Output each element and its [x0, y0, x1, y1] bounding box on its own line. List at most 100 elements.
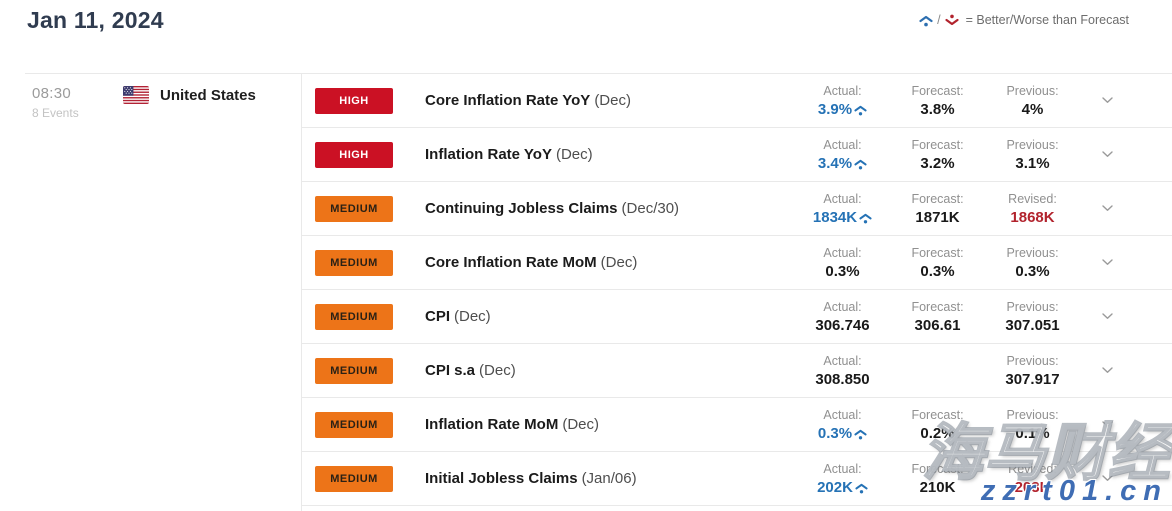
actual-value: 3.9%	[795, 101, 890, 118]
session-header: 08:30 8 Events	[25, 74, 302, 511]
forecast-label: Forecast:	[911, 83, 964, 98]
expand-row-button[interactable]	[1080, 259, 1172, 266]
forecast-cell: Forecast: 306.61	[890, 300, 985, 334]
event-title: CPI (Dec)	[425, 308, 491, 325]
actual-cell: Actual: 308.850	[795, 354, 890, 388]
expand-row-button[interactable]	[1080, 205, 1172, 212]
previous-value: 0.1%	[1015, 424, 1050, 442]
better-than-forecast-icon	[919, 15, 933, 26]
event-row-core-inflation-rate-yoy[interactable]: HIGH Core Inflation Rate YoY (Dec) Actual…	[302, 74, 1172, 128]
impact-badge: MEDIUM	[315, 465, 393, 492]
event-period: (Dec)	[454, 308, 491, 325]
economic-calendar: 08:30 8 Events	[25, 73, 1172, 511]
worse-than-forecast-icon	[945, 14, 959, 25]
event-values: Actual: 202K Forecast: 210K Revised: 203…	[795, 462, 1172, 496]
event-row-cpi[interactable]: MEDIUM CPI (Dec) Actual: 306.746 Forecast…	[302, 290, 1172, 344]
expand-row-button[interactable]	[1080, 151, 1172, 158]
event-title: Core Inflation Rate YoY (Dec)	[425, 92, 631, 109]
previous-value: 4%	[1021, 100, 1044, 118]
event-values: Actual: 306.746 Forecast: 306.61 Previou…	[795, 300, 1172, 334]
revised-value: 203K	[1014, 478, 1051, 496]
actual-value: 3.4%	[795, 155, 890, 172]
chevron-down-icon	[1102, 475, 1113, 481]
previous-label: Previous:	[1006, 299, 1059, 314]
actual-label: Actual:	[823, 245, 862, 260]
event-values: Actual: 308.850 Previous: 307.917	[795, 354, 1172, 388]
event-values: Actual: 3.9% Forecast: 3.8% Previous: 4%	[795, 84, 1172, 118]
expand-row-button[interactable]	[1080, 475, 1172, 482]
actual-label: Actual:	[823, 353, 862, 368]
actual-cell: Actual: 0.3%	[795, 408, 890, 442]
forecast-value: 3.8%	[920, 100, 955, 118]
event-name: Initial Jobless Claims	[425, 470, 578, 487]
better-than-forecast-icon	[854, 105, 867, 115]
forecast-value: 306.61	[914, 316, 961, 334]
actual-label: Actual:	[823, 299, 862, 314]
better-than-forecast-icon	[855, 483, 868, 493]
expand-row-button[interactable]	[1080, 313, 1172, 320]
event-name: Core Inflation Rate YoY	[425, 92, 591, 109]
actual-value: 306.746	[815, 316, 870, 334]
previous-label: Previous:	[1006, 407, 1059, 422]
impact-badge: HIGH	[315, 141, 393, 168]
page-title: Jan 11, 2024	[27, 7, 164, 33]
forecast-cell: Forecast: 0.2%	[890, 408, 985, 442]
impact-badge: MEDIUM	[315, 303, 393, 330]
event-row-initial-jobless-claims[interactable]: MEDIUM Initial Jobless Claims (Jan/06) Ac…	[302, 452, 1172, 506]
event-values: Actual: 0.3% Forecast: 0.2% Previous: 0.…	[795, 408, 1172, 442]
session-time-group: 08:30 8 Events	[32, 85, 123, 120]
previous-label: Previous:	[1006, 245, 1059, 260]
chevron-down-icon	[1102, 421, 1113, 427]
chevron-down-icon	[1102, 367, 1113, 373]
forecast-label: Forecast:	[911, 191, 964, 206]
previous-label: Previous:	[1006, 353, 1059, 368]
expand-row-button[interactable]	[1080, 97, 1172, 104]
impact-badge: MEDIUM	[315, 249, 393, 276]
legend: / = Better/Worse than Forecast	[919, 13, 1129, 27]
event-name: Continuing Jobless Claims	[425, 200, 618, 217]
event-period: (Dec)	[600, 254, 638, 271]
event-row-cpi-sa[interactable]: MEDIUM CPI s.a (Dec) Actual: 308.850 Prev…	[302, 344, 1172, 398]
impact-badge: MEDIUM	[315, 357, 393, 384]
country-header: United States	[123, 86, 256, 104]
better-than-forecast-icon	[854, 159, 867, 169]
legend-separator: /	[937, 13, 941, 27]
impact-badge: MEDIUM	[315, 411, 393, 438]
forecast-cell: Forecast: 3.2%	[890, 138, 985, 172]
event-period: (Dec/30)	[621, 200, 680, 217]
actual-cell: Actual: 1834K	[795, 192, 890, 226]
actual-value: 1834K	[795, 209, 890, 226]
revised-cell: Revised: 1868K	[985, 192, 1080, 226]
legend-text: = Better/Worse than Forecast	[965, 13, 1129, 27]
forecast-cell: Forecast: 0.3%	[890, 246, 985, 280]
chevron-down-icon	[1102, 313, 1113, 319]
event-row-core-inflation-rate-mom[interactable]: MEDIUM Core Inflation Rate MoM (Dec) Actu…	[302, 236, 1172, 290]
chevron-down-icon	[1102, 97, 1113, 103]
forecast-value: 3.2%	[920, 154, 955, 172]
event-title: Initial Jobless Claims (Jan/06)	[425, 470, 637, 487]
forecast-value: 210K	[919, 478, 956, 496]
revised-label: Revised:	[1008, 191, 1057, 206]
event-period: (Dec)	[562, 416, 599, 433]
revised-cell: Revised: 203K	[985, 462, 1080, 496]
event-title: Core Inflation Rate MoM (Dec)	[425, 254, 637, 271]
forecast-value	[890, 371, 985, 388]
forecast-cell: Forecast: 1871K	[890, 192, 985, 226]
event-period: (Jan/06)	[581, 470, 637, 487]
actual-cell: Actual: 3.4%	[795, 138, 890, 172]
actual-cell: Actual: 0.3%	[795, 246, 890, 280]
event-row-inflation-rate-yoy[interactable]: HIGH Inflation Rate YoY (Dec) Actual: 3.4…	[302, 128, 1172, 182]
forecast-label: Forecast:	[911, 461, 964, 476]
event-row-inflation-rate-mom[interactable]: MEDIUM Inflation Rate MoM (Dec) Actual: 0…	[302, 398, 1172, 452]
previous-cell: Previous: 0.3%	[985, 246, 1080, 280]
event-values: Actual: 3.4% Forecast: 3.2% Previous: 3.…	[795, 138, 1172, 172]
impact-badge: MEDIUM	[315, 195, 393, 222]
expand-row-button[interactable]	[1080, 367, 1172, 374]
previous-value: 3.1%	[1015, 154, 1050, 172]
previous-cell: Previous: 307.917	[985, 354, 1080, 388]
expand-row-button[interactable]	[1080, 421, 1172, 428]
forecast-cell: Forecast: 3.8%	[890, 84, 985, 118]
event-row-continuing-jobless-claims[interactable]: MEDIUM Continuing Jobless Claims (Dec/30)…	[302, 182, 1172, 236]
chevron-down-icon	[1102, 205, 1113, 211]
forecast-value: 1871K	[915, 208, 960, 226]
